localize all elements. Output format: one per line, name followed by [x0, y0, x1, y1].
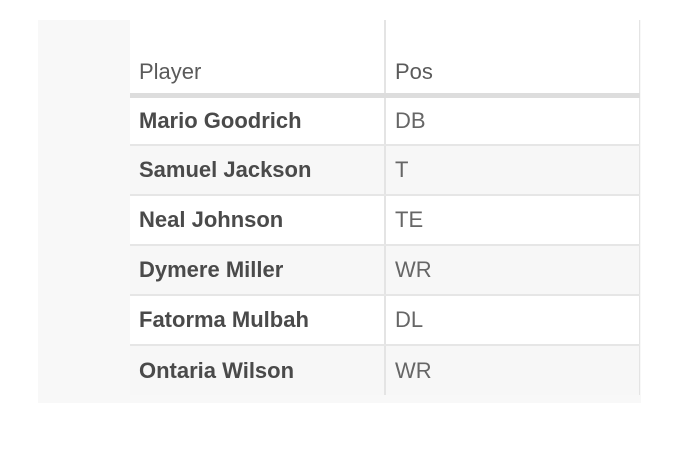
player-name-cell: Mario Goodrich — [130, 95, 386, 146]
position-cell: T — [385, 145, 640, 196]
player-name-cell: Fatorma Mulbah — [130, 295, 386, 346]
player-name-cell: Ontaria Wilson — [130, 345, 386, 395]
position-cell: WR — [385, 345, 640, 395]
roster-table: Player Pos Mario Goodrich DB Samuel Jack… — [130, 20, 640, 395]
header-row: Player Pos — [130, 20, 640, 98]
column-header-player[interactable]: Player — [130, 20, 386, 98]
position-cell: TE — [385, 195, 640, 246]
column-header-pos[interactable]: Pos — [385, 20, 640, 98]
table-body: Mario Goodrich DB Samuel Jackson T Neal … — [130, 95, 640, 395]
position-cell: WR — [385, 245, 640, 296]
position-cell: DL — [385, 295, 640, 346]
table-row: Neal Johnson TE — [130, 195, 640, 246]
table-row: Ontaria Wilson WR — [130, 345, 640, 395]
table-row: Samuel Jackson T — [130, 145, 640, 196]
table-header: Player Pos — [130, 20, 640, 98]
roster-table-container: Player Pos Mario Goodrich DB Samuel Jack… — [130, 20, 640, 395]
player-name-cell: Dymere Miller — [130, 245, 386, 296]
table-row: Mario Goodrich DB — [130, 95, 640, 146]
player-name-cell: Neal Johnson — [130, 195, 386, 246]
table-row: Dymere Miller WR — [130, 245, 640, 296]
position-cell: DB — [385, 95, 640, 146]
table-row: Fatorma Mulbah DL — [130, 295, 640, 346]
player-name-cell: Samuel Jackson — [130, 145, 386, 196]
